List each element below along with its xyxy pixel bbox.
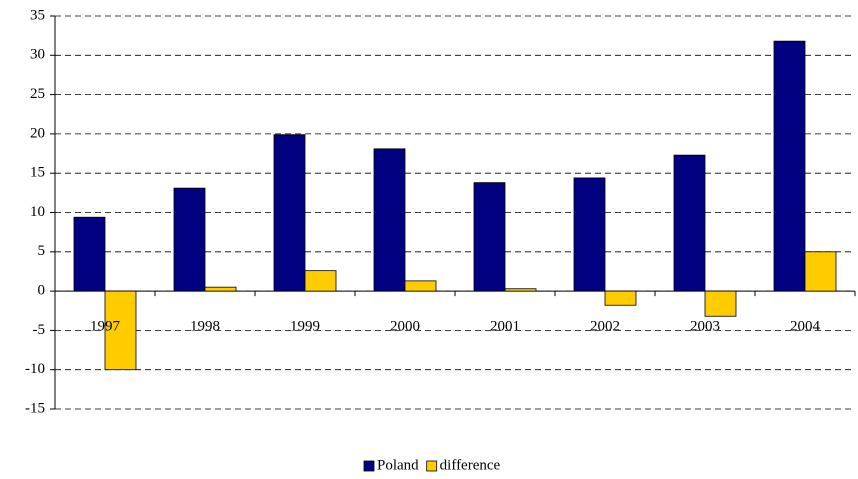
y-tick-label: 35 [30, 7, 45, 23]
bar [304, 270, 337, 292]
x-tick-label: 1998 [190, 319, 220, 335]
bar [473, 182, 506, 292]
y-tick-label: 0 [38, 283, 46, 299]
bar [73, 216, 106, 292]
y-tick-label: 15 [30, 165, 45, 181]
y-tick-label: 25 [30, 86, 45, 102]
y-tick-label: 20 [30, 125, 45, 141]
bar [373, 148, 406, 292]
bar [104, 290, 137, 371]
x-tick-label: 1999 [290, 319, 320, 335]
bar [804, 251, 837, 292]
y-tick-label: 5 [38, 243, 46, 259]
legend-swatch [426, 460, 438, 472]
y-tick-label: -15 [25, 400, 45, 416]
bar [204, 286, 237, 292]
bar [504, 288, 537, 292]
y-tick-label: 10 [30, 204, 45, 220]
y-tick-label: -10 [25, 361, 45, 377]
bar [573, 177, 606, 292]
bar [404, 280, 437, 292]
x-tick-label: 2004 [790, 319, 821, 335]
bar [673, 154, 706, 292]
x-tick-label: 2000 [390, 319, 420, 335]
bar [273, 134, 306, 292]
bar [173, 187, 206, 292]
legend-label: Poland [377, 457, 419, 473]
y-tick-label: 30 [30, 47, 45, 63]
bar [773, 40, 806, 292]
bar [704, 290, 737, 317]
legend-label: difference [440, 457, 501, 473]
legend-swatch [363, 460, 375, 472]
bar [604, 290, 637, 306]
x-tick-label: 2003 [690, 319, 720, 335]
x-tick-label: 2001 [490, 319, 520, 335]
x-tick-label: 1997 [90, 319, 121, 335]
y-tick-label: -5 [33, 322, 46, 338]
x-tick-label: 2002 [590, 319, 620, 335]
